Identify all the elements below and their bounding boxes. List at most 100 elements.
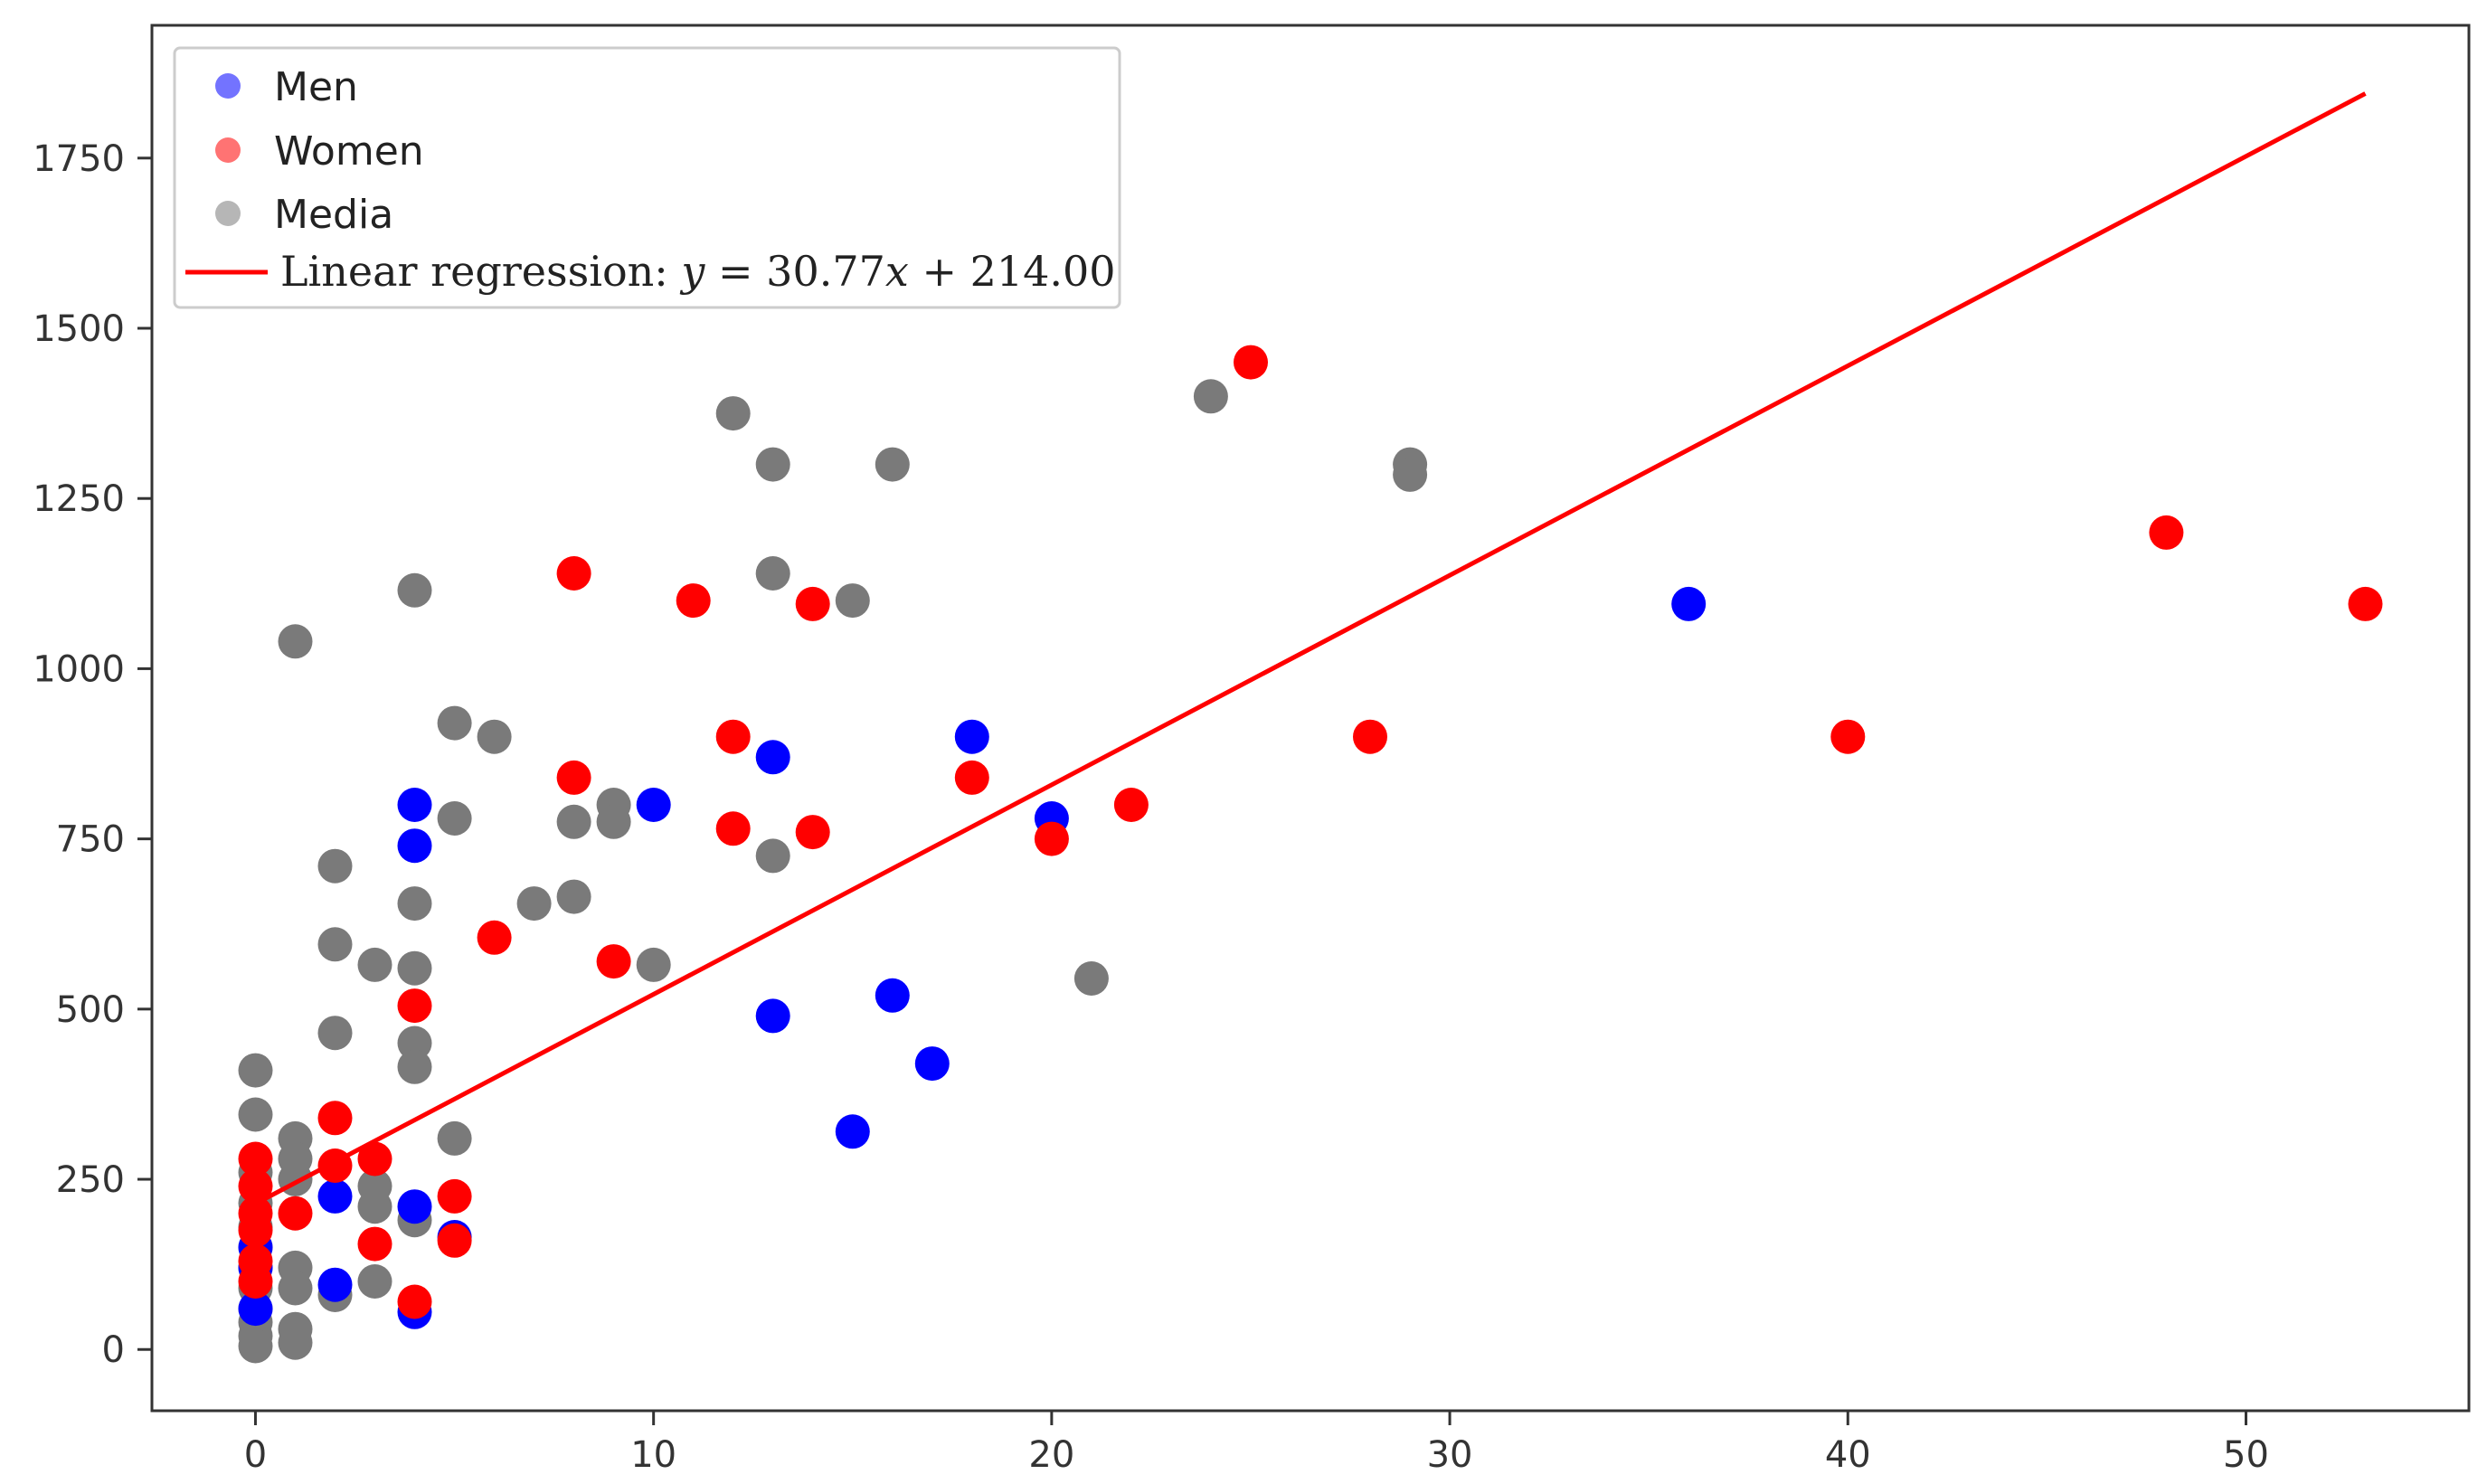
point-men-16 — [954, 719, 989, 754]
point-women-20 — [715, 719, 751, 754]
legend-marker-men — [215, 73, 241, 99]
y-tick-label-1250: 1250 — [33, 478, 125, 520]
legend-marker-media — [215, 201, 241, 226]
point-women-10 — [357, 1226, 392, 1262]
point-media-20 — [317, 848, 353, 884]
y-tick-label-1750: 1750 — [33, 138, 125, 180]
point-media-22 — [317, 1016, 353, 1051]
point-men-5 — [397, 788, 432, 822]
point-media-38 — [516, 886, 552, 922]
point-women-18 — [596, 944, 631, 979]
y-tick-label-500: 500 — [56, 989, 125, 1031]
point-media-11 — [238, 1328, 273, 1364]
point-media-17 — [278, 1271, 313, 1306]
point-media-21 — [317, 927, 353, 962]
x-tick-label-10: 10 — [630, 1434, 676, 1476]
point-media-37 — [477, 719, 512, 754]
point-women-0 — [238, 1141, 273, 1177]
legend-label-women: Women — [274, 128, 424, 175]
point-men-4 — [317, 1267, 353, 1302]
point-men-3 — [317, 1178, 353, 1214]
point-women-26 — [1113, 788, 1149, 822]
point-women-16 — [556, 556, 591, 591]
point-women-19 — [676, 583, 711, 619]
point-men-2 — [238, 1291, 273, 1327]
point-women-21 — [715, 811, 751, 846]
point-media-31 — [397, 1026, 432, 1061]
x-tick-label-20: 20 — [1028, 1434, 1074, 1476]
point-media-24 — [357, 947, 392, 982]
point-media-47 — [755, 838, 790, 874]
point-media-12 — [278, 624, 313, 659]
y-axis-ticks: 0 250 500 750 1000 1250 1500 1750 — [33, 138, 152, 1371]
x-tick-label-40: 40 — [1825, 1434, 1871, 1476]
point-men-6 — [397, 828, 432, 864]
y-tick-label-0: 0 — [102, 1329, 125, 1371]
point-men-18 — [1671, 586, 1707, 621]
point-media-35 — [437, 801, 472, 836]
point-women-15 — [477, 920, 512, 955]
point-women-22 — [795, 586, 830, 621]
legend: Men Women Media Linear regression: y = 3… — [173, 46, 1121, 309]
point-men-12 — [755, 998, 790, 1034]
point-media-44 — [715, 396, 751, 431]
point-media-27 — [357, 1264, 392, 1299]
point-women-28 — [1353, 719, 1387, 754]
point-media-30 — [397, 950, 432, 986]
point-women-3 — [238, 1213, 273, 1248]
point-media-26 — [357, 1189, 392, 1224]
point-media-53 — [1393, 457, 1428, 492]
regression-label-x: x — [885, 247, 909, 296]
legend-label-men: Men — [274, 64, 358, 110]
plot-frame — [150, 24, 2471, 1413]
x-tick-label-0: 0 — [244, 1434, 267, 1476]
x-tick-label-50: 50 — [2223, 1434, 2269, 1476]
point-media-19 — [278, 1325, 313, 1360]
point-women-17 — [556, 760, 591, 795]
point-media-1 — [238, 1097, 273, 1132]
point-women-12 — [397, 1284, 432, 1319]
point-women-9 — [357, 1141, 392, 1177]
y-tick-label-750: 750 — [56, 819, 125, 861]
point-media-34 — [437, 705, 472, 741]
point-media-43 — [636, 947, 671, 982]
point-women-24 — [954, 760, 989, 795]
regression-label-eq: = 30.77 — [704, 247, 884, 296]
legend-box — [173, 46, 1121, 309]
point-women-5 — [238, 1264, 273, 1299]
point-media-39 — [556, 804, 591, 839]
point-women-1 — [238, 1168, 273, 1204]
point-men-15 — [914, 1046, 950, 1082]
regression-line — [254, 91, 2367, 1206]
point-women-30 — [2149, 515, 2184, 550]
point-men-7 — [397, 1189, 432, 1224]
point-media-40 — [556, 879, 591, 914]
point-women-13 — [437, 1178, 472, 1214]
point-men-13 — [835, 1114, 870, 1149]
legend-label-regression: Linear regression: y = 30.77x + 214.00 — [280, 247, 1116, 296]
point-media-36 — [437, 1120, 472, 1156]
point-men-14 — [875, 978, 910, 1013]
point-women-11 — [397, 988, 432, 1024]
point-media-0 — [238, 1053, 273, 1088]
point-men-10 — [636, 788, 671, 822]
regression-label-y: y — [679, 247, 705, 296]
regression-label-prefix: Linear regression: — [280, 247, 681, 296]
point-women-29 — [1830, 719, 1866, 754]
point-media-46 — [755, 556, 790, 591]
point-media-51 — [1193, 379, 1228, 414]
point-women-27 — [1234, 345, 1268, 380]
point-media-50 — [1073, 961, 1109, 996]
point-women-31 — [2348, 586, 2383, 621]
point-media-49 — [875, 447, 910, 482]
x-tick-label-30: 30 — [1427, 1434, 1473, 1476]
y-tick-label-250: 250 — [56, 1159, 125, 1201]
point-media-32 — [397, 1049, 432, 1084]
point-men-11 — [755, 740, 790, 775]
point-women-23 — [795, 815, 830, 850]
regression-label-tail: + 214.00 — [909, 247, 1116, 296]
legend-marker-women — [215, 137, 241, 163]
point-women-14 — [437, 1223, 472, 1258]
point-media-48 — [835, 583, 870, 619]
